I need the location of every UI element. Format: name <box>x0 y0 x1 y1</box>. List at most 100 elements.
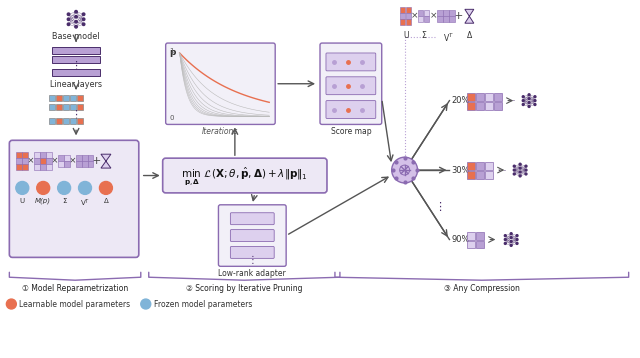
Text: Δ: Δ <box>104 198 108 204</box>
Circle shape <box>99 182 113 194</box>
Bar <box>449 16 455 22</box>
Text: 30%: 30% <box>451 165 470 175</box>
Bar <box>485 162 493 170</box>
Text: Linear layers: Linear layers <box>50 80 102 89</box>
Circle shape <box>516 234 518 237</box>
Bar <box>494 93 502 101</box>
Circle shape <box>528 98 530 100</box>
Text: ×: × <box>411 12 419 21</box>
Bar <box>58 155 63 161</box>
Bar <box>467 102 476 110</box>
Circle shape <box>528 94 530 96</box>
Text: V$^T$: V$^T$ <box>80 198 90 209</box>
Bar <box>17 158 22 164</box>
Circle shape <box>519 167 521 169</box>
Text: ⋮: ⋮ <box>434 202 445 212</box>
Bar <box>399 19 405 25</box>
Bar <box>476 102 484 110</box>
Text: Learnable model parameters: Learnable model parameters <box>19 300 131 309</box>
Circle shape <box>525 169 527 171</box>
Circle shape <box>83 23 85 25</box>
Text: ⋯: ⋯ <box>498 165 507 175</box>
Circle shape <box>392 157 417 183</box>
Circle shape <box>534 96 536 98</box>
Circle shape <box>67 23 70 25</box>
Circle shape <box>534 100 536 102</box>
Text: +: + <box>92 156 100 166</box>
Bar <box>406 8 411 13</box>
FancyBboxPatch shape <box>326 101 376 118</box>
FancyBboxPatch shape <box>10 140 139 257</box>
Bar <box>49 95 55 101</box>
Bar <box>76 155 81 161</box>
Circle shape <box>522 100 524 102</box>
Bar <box>485 102 493 110</box>
Circle shape <box>510 241 512 242</box>
Circle shape <box>83 18 85 20</box>
Circle shape <box>75 10 77 13</box>
Bar <box>424 10 429 16</box>
Text: ⋮: ⋮ <box>70 110 82 120</box>
Text: Σ: Σ <box>62 198 67 204</box>
Circle shape <box>516 238 518 241</box>
Bar <box>46 158 52 164</box>
Circle shape <box>504 234 506 237</box>
Bar <box>485 93 493 101</box>
Bar <box>70 118 76 125</box>
Text: Score map: Score map <box>330 127 371 136</box>
Circle shape <box>513 173 515 175</box>
Bar <box>417 16 423 22</box>
Text: ×: × <box>51 157 58 166</box>
Circle shape <box>519 163 521 165</box>
Text: 0: 0 <box>170 115 174 121</box>
Text: 1: 1 <box>170 48 174 54</box>
Text: ② Scoring by Iterative Pruning: ② Scoring by Iterative Pruning <box>186 284 303 293</box>
Text: U: U <box>403 31 408 40</box>
Bar <box>406 19 411 25</box>
Text: p: p <box>170 48 176 57</box>
Text: M(p): M(p) <box>35 198 51 204</box>
Bar <box>40 164 45 170</box>
Bar <box>467 93 476 101</box>
Text: V$^T$: V$^T$ <box>443 31 454 44</box>
Bar <box>88 155 93 161</box>
FancyBboxPatch shape <box>326 53 376 71</box>
Circle shape <box>83 13 85 15</box>
Circle shape <box>510 237 512 238</box>
Bar <box>70 95 76 101</box>
Bar <box>449 10 455 16</box>
Text: Frozen model parameters: Frozen model parameters <box>154 300 252 309</box>
Text: U: U <box>20 198 25 204</box>
Polygon shape <box>465 9 474 23</box>
Bar <box>35 158 40 164</box>
Circle shape <box>75 25 77 28</box>
Text: ① Model Reparametrization: ① Model Reparametrization <box>22 284 128 293</box>
Text: ×: × <box>68 157 76 166</box>
Circle shape <box>513 165 515 167</box>
Text: Base model: Base model <box>52 32 100 41</box>
Circle shape <box>16 182 29 194</box>
Bar <box>467 232 476 240</box>
FancyBboxPatch shape <box>218 205 286 266</box>
Bar <box>476 93 484 101</box>
Bar <box>476 171 484 179</box>
Bar <box>76 161 81 166</box>
Text: Iterations: Iterations <box>202 127 239 136</box>
Bar <box>49 118 55 125</box>
Bar <box>22 152 28 158</box>
FancyBboxPatch shape <box>166 43 275 125</box>
Circle shape <box>528 106 530 107</box>
Circle shape <box>525 165 527 167</box>
Text: 20%: 20% <box>451 96 470 105</box>
Circle shape <box>522 103 524 106</box>
Text: Σ: Σ <box>421 31 426 40</box>
Bar <box>476 241 484 248</box>
Circle shape <box>399 165 410 175</box>
Bar <box>40 158 45 164</box>
Bar <box>35 152 40 158</box>
Bar <box>46 164 52 170</box>
Text: Low-rank adapter: Low-rank adapter <box>218 269 286 278</box>
Text: $\underset{\mathbf{p},\boldsymbol{\Delta}}{\min}\ \mathcal{L}(\mathbf{X};\theta,: $\underset{\mathbf{p},\boldsymbol{\Delta… <box>181 165 308 188</box>
Bar <box>17 152 22 158</box>
Circle shape <box>504 242 506 245</box>
